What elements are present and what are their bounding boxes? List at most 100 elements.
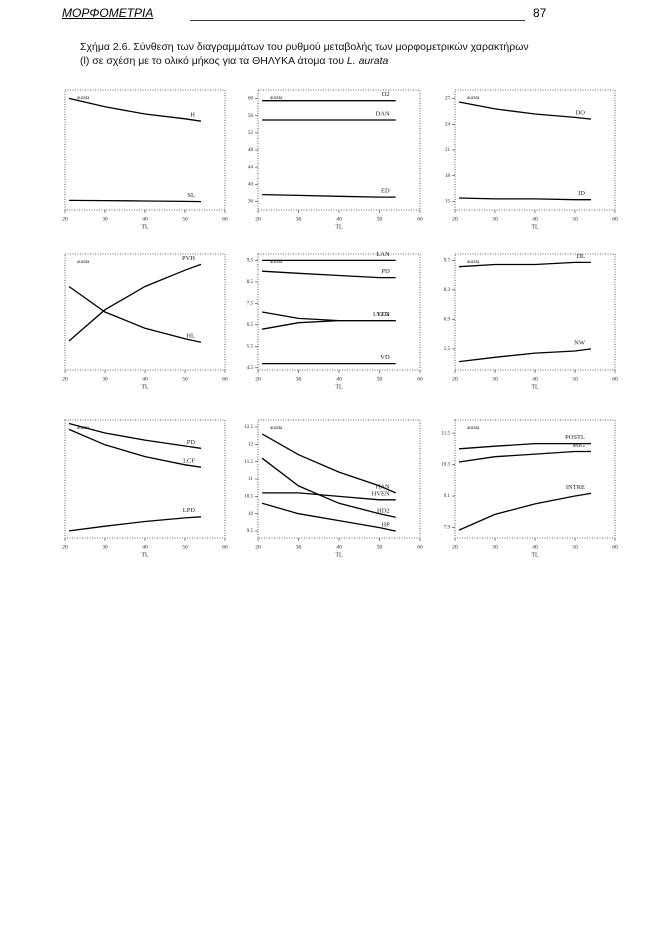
x-tick-label: 50 xyxy=(377,216,383,222)
series-line xyxy=(68,199,202,203)
series-label: HL xyxy=(186,333,195,340)
y-tick-label: 9.1 xyxy=(444,494,451,499)
y-tick-label: 9.7 xyxy=(444,258,451,263)
panel-label: aurata xyxy=(77,96,90,101)
x-tick-label: 20 xyxy=(62,544,68,550)
x-tick-label: 60 xyxy=(222,216,228,222)
species-name: L. aurata xyxy=(346,55,389,67)
series-line xyxy=(458,450,591,463)
series-line xyxy=(261,502,396,532)
x-tick-label: 20 xyxy=(452,216,458,222)
y-tick-label: 48 xyxy=(248,148,254,153)
series-line xyxy=(68,263,202,342)
series-label: DO xyxy=(576,110,586,117)
series-line xyxy=(261,433,396,494)
series-line xyxy=(68,422,202,449)
plot-frame xyxy=(64,253,226,371)
x-tick-label: 30 xyxy=(492,216,498,222)
series-label: DAN xyxy=(376,110,390,117)
x-tick-label: 40 xyxy=(142,544,148,550)
series-label: LPD xyxy=(183,507,196,514)
y-tick-label: 8.5 xyxy=(247,280,254,285)
series-label: PD xyxy=(187,439,196,446)
y-tick-label: 11 xyxy=(248,477,253,482)
y-tick-label: 7.5 xyxy=(247,302,254,307)
y-tick-label: 24 xyxy=(445,122,451,127)
series-label: LO2 xyxy=(378,311,390,318)
x-tick-label: 40 xyxy=(336,544,342,550)
y-tick-label: 9.5 xyxy=(247,529,254,534)
series-label: PD xyxy=(381,268,390,275)
series-label: DL xyxy=(576,253,585,260)
y-tick-label: 6.5 xyxy=(247,323,254,328)
x-axis-title: TL xyxy=(335,384,343,390)
y-tick-label: 11.5 xyxy=(244,460,253,465)
y-tick-label: 52 xyxy=(248,131,254,136)
x-tick-label: 60 xyxy=(612,376,618,382)
series-label: HAN xyxy=(376,483,390,490)
series-line xyxy=(458,261,591,268)
panel-label: aurata xyxy=(467,96,480,101)
x-tick-label: 60 xyxy=(417,376,423,382)
x-axis-title: TL xyxy=(531,552,539,558)
series-line xyxy=(458,442,591,450)
series-label: H xyxy=(190,112,195,119)
x-tick-label: 50 xyxy=(182,216,188,222)
x-tick-label: 30 xyxy=(492,376,498,382)
series-label: PVH xyxy=(182,255,195,262)
y-tick-label: 21 xyxy=(445,148,451,153)
x-tick-label: 30 xyxy=(296,216,302,222)
series-line xyxy=(458,101,592,120)
x-tick-label: 40 xyxy=(532,216,538,222)
y-tick-label: 12.5 xyxy=(244,425,253,430)
x-tick-label: 60 xyxy=(612,544,618,550)
series-label: ID xyxy=(578,190,585,197)
series-line xyxy=(68,97,202,122)
x-axis-title: TL xyxy=(141,552,149,558)
panel-label: aurata xyxy=(77,426,90,431)
x-tick-label: 50 xyxy=(182,376,188,382)
series-line xyxy=(262,492,396,501)
series-label: LVEN xyxy=(373,311,390,318)
y-tick-label: 56 xyxy=(248,114,254,119)
y-tick-label: 18 xyxy=(445,174,451,179)
x-tick-label: 20 xyxy=(452,544,458,550)
x-tick-label: 40 xyxy=(336,216,342,222)
series-label: ED xyxy=(381,188,390,195)
x-tick-label: 20 xyxy=(62,216,68,222)
y-tick-label: 6.9 xyxy=(444,318,451,323)
y-tick-label: 36 xyxy=(248,200,254,205)
y-tick-label: 10 xyxy=(248,512,254,517)
plot-frame xyxy=(454,419,616,539)
panel-label: aurata xyxy=(467,426,480,431)
y-tick-label: 4.5 xyxy=(247,366,254,371)
y-tick-label: 60 xyxy=(248,97,254,102)
panel-label: aurata xyxy=(270,96,283,101)
plot-frame xyxy=(257,89,421,211)
series-line xyxy=(262,270,396,279)
caption-line: (l) σε σχέση με το ολικό μήκος για τα ΘΗ… xyxy=(80,54,529,68)
x-axis-title: TL xyxy=(531,384,539,390)
x-tick-label: 20 xyxy=(255,216,261,222)
series-line xyxy=(458,348,592,363)
panel-label: aurata xyxy=(270,260,283,265)
x-tick-label: 50 xyxy=(182,544,188,550)
series-label: VD xyxy=(380,354,390,361)
series-line xyxy=(261,457,396,518)
series-line xyxy=(261,319,396,330)
x-axis-title: TL xyxy=(141,224,149,230)
x-tick-label: 60 xyxy=(417,544,423,550)
series-label: HP xyxy=(381,522,390,529)
series-label: LCF xyxy=(183,458,195,465)
x-tick-label: 20 xyxy=(255,376,261,382)
y-tick-label: 7.9 xyxy=(444,526,451,531)
panel-label: aurata xyxy=(270,426,283,431)
y-tick-label: 27 xyxy=(445,97,451,102)
series-line xyxy=(68,428,202,468)
series-label: POSTL xyxy=(565,434,585,441)
series-label: HVEN xyxy=(372,490,390,497)
series-label: MIG xyxy=(572,442,585,449)
series-label: INTRE xyxy=(566,484,585,491)
x-tick-label: 60 xyxy=(612,216,618,222)
